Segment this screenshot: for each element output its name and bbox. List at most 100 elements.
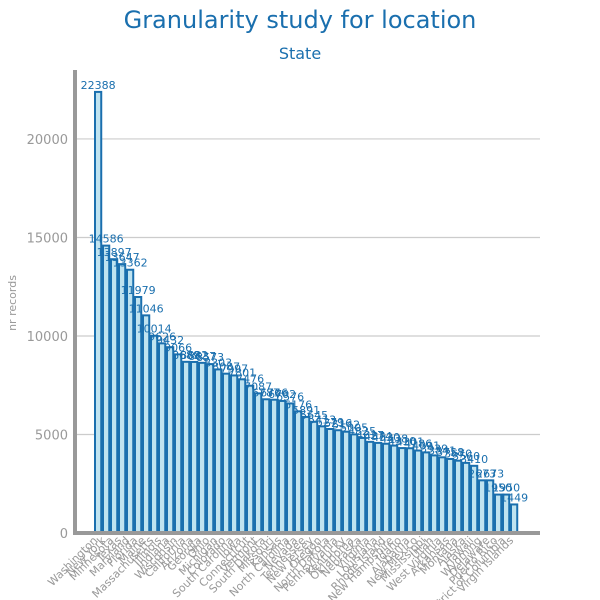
data-label: 7801 — [228, 366, 256, 379]
data-label: 3939 — [420, 442, 448, 455]
bar — [214, 368, 223, 534]
data-label: 4091 — [412, 439, 440, 452]
bar — [318, 425, 327, 535]
bar — [246, 384, 255, 534]
bar — [398, 447, 407, 534]
bar — [182, 360, 191, 534]
data-label: 4627 — [356, 429, 384, 442]
bar — [302, 415, 311, 534]
data-label: 9626 — [148, 330, 176, 343]
bar — [118, 263, 127, 534]
data-label: 4574 — [364, 430, 392, 443]
data-label: 4825 — [348, 425, 376, 438]
data-label: 5142 — [332, 419, 360, 432]
bar — [510, 503, 519, 535]
data-label: 3560 — [452, 450, 480, 463]
data-label: 5891 — [292, 404, 320, 417]
data-label: 13647 — [105, 251, 140, 264]
y-axis-label: nr records — [6, 275, 19, 331]
bar — [254, 392, 263, 534]
bar — [406, 447, 415, 535]
data-label: 4186 — [404, 438, 432, 451]
y-tick-label: 5000 — [35, 428, 68, 443]
y-tick-label: 15000 — [27, 231, 68, 246]
data-label: 2673 — [468, 467, 496, 480]
bar — [238, 378, 247, 534]
bar — [142, 314, 151, 534]
data-label: 8087 — [212, 361, 240, 374]
data-label: 2673 — [476, 467, 504, 480]
data-label: 5413 — [308, 413, 336, 426]
data-label: 4530 — [372, 431, 400, 444]
bar — [110, 258, 119, 534]
bar — [326, 427, 335, 534]
data-label: 13362 — [113, 257, 148, 270]
data-label: 4438 — [380, 433, 408, 446]
bar — [198, 361, 207, 534]
bar — [438, 456, 447, 535]
bar — [366, 440, 375, 534]
bar — [454, 459, 463, 534]
data-label: 3841 — [428, 444, 456, 457]
data-label: 6176 — [284, 398, 312, 411]
bar — [174, 353, 183, 534]
bar — [294, 410, 303, 535]
bar — [158, 342, 167, 534]
data-label: 8573 — [196, 351, 224, 364]
data-label: 7087 — [244, 380, 272, 393]
data-label: 22388 — [81, 79, 116, 92]
data-label: 8637 — [188, 350, 216, 363]
data-label: 8682 — [180, 349, 208, 362]
bar — [390, 444, 399, 534]
data-label: 14586 — [89, 233, 124, 246]
data-label: 5005 — [340, 421, 368, 434]
data-label: 5216 — [324, 417, 352, 430]
data-label: 6787 — [252, 386, 280, 399]
bar — [102, 244, 111, 534]
bar — [166, 346, 175, 535]
bar — [270, 398, 279, 535]
bar — [278, 399, 287, 534]
bar — [422, 451, 431, 534]
data-label: 13897 — [97, 246, 132, 259]
bar — [310, 420, 319, 534]
bar — [206, 363, 215, 534]
y-tick-labels: 0 5000 10000 15000 20000 — [27, 133, 68, 542]
bars — [94, 90, 519, 535]
data-label: 9066 — [164, 341, 192, 354]
bar — [374, 441, 383, 535]
data-label: 8689 — [172, 349, 200, 362]
bar — [286, 402, 295, 534]
data-label: 6576 — [276, 390, 304, 403]
data-label: 7476 — [236, 373, 264, 386]
bar — [350, 433, 359, 535]
bar — [446, 457, 455, 534]
data-label: 7997 — [220, 362, 248, 375]
axes — [73, 70, 540, 535]
data-label: 3410 — [460, 453, 488, 466]
chart-subtitle: State — [278, 44, 322, 63]
data-label: 3758 — [436, 446, 464, 459]
data-label: 8303 — [204, 356, 232, 369]
bar — [262, 398, 271, 534]
data-label: 10014 — [137, 323, 172, 336]
y-tick-label: 20000 — [27, 133, 68, 148]
bar — [222, 372, 231, 535]
bar — [358, 436, 367, 534]
data-label: 5279 — [316, 416, 344, 429]
bar — [150, 334, 159, 535]
data-label: 4310 — [388, 435, 416, 448]
bar — [230, 374, 239, 534]
data-label: 6766 — [260, 387, 288, 400]
data-label: 1449 — [500, 491, 528, 504]
data-label: 3670 — [444, 448, 472, 461]
bar — [342, 430, 351, 534]
data-label: 1950 — [492, 482, 520, 495]
data-label: 5645 — [300, 409, 328, 422]
bar — [190, 360, 199, 535]
data-label: 4301 — [396, 435, 424, 448]
data-label: 6702 — [268, 388, 296, 401]
bar — [94, 90, 103, 534]
